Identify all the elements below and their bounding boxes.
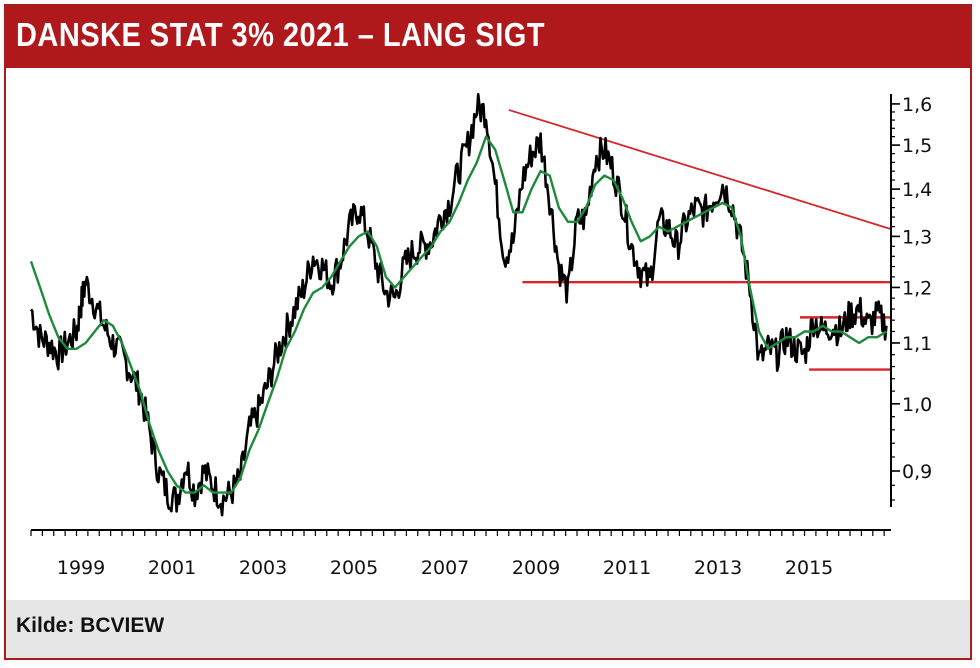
x-tick-label: 2005	[330, 557, 378, 579]
x-tick-label: 2001	[148, 557, 196, 579]
y-tick-label: 1,4	[902, 179, 932, 201]
x-tick-label: 2013	[694, 557, 742, 579]
title-bar: DANSKE STAT 3% 2021 – LANG SIGT	[6, 6, 970, 68]
y-tick-label: 1,5	[902, 135, 932, 157]
y-tick-label: 1,0	[902, 394, 932, 416]
x-tick-label: 2011	[603, 557, 651, 579]
y-tick-label: 1,6	[902, 94, 932, 116]
x-tick-label: 2009	[512, 557, 560, 579]
price-chart: 1,6 1,5 1,4 1,3 1,2 1,1 1,0 0,9 1999 2001 2003 2005…	[29, 92, 932, 579]
x-tick-label: 2007	[421, 557, 469, 579]
y-tick-label: 1,3	[902, 226, 932, 248]
resistance-line-0	[508, 109, 892, 230]
source-label: Kilde: BCVIEW	[16, 614, 165, 637]
x-tick-label: 2015	[785, 557, 833, 579]
x-tick-label: 1999	[57, 557, 105, 579]
moving-average-line	[29, 135, 888, 494]
x-tick-label: 2003	[239, 557, 287, 579]
footer-bar: Kilde: BCVIEW	[6, 600, 970, 658]
chart-title: DANSKE STAT 3% 2021 – LANG SIGT	[16, 16, 545, 53]
y-tick-label: 1,2	[902, 277, 932, 299]
y-tick-label: 0,9	[902, 461, 932, 483]
y-tick-label: 1,1	[902, 333, 932, 355]
chart-frame: DANSKE STAT 3% 2021 – LANG SIGT 1,6 1,5 1,…	[4, 4, 972, 660]
chart-area: 1,6 1,5 1,4 1,3 1,2 1,1 1,0 0,9 1999 2001 2003 2005…	[6, 68, 970, 600]
